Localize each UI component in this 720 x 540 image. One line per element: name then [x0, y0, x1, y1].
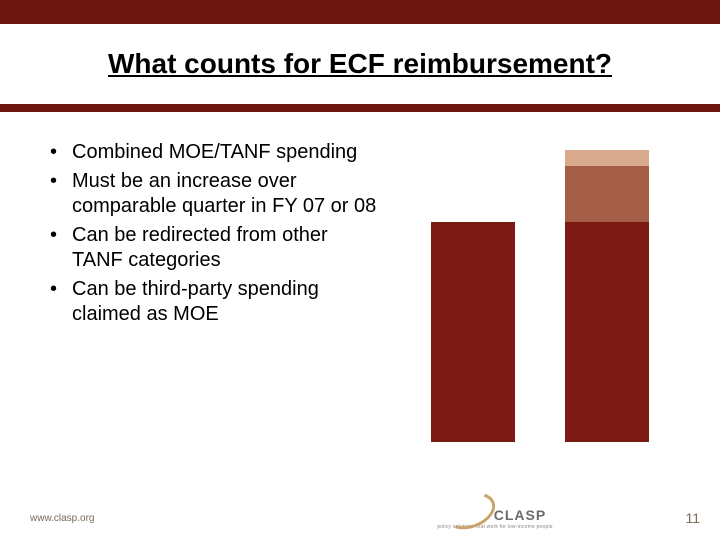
stacked-bar-chart	[400, 142, 680, 442]
logo-text: CLASP	[494, 507, 546, 523]
bullet-list: Combined MOE/TANF spending Must be an in…	[50, 140, 380, 442]
bar-segment	[565, 150, 649, 166]
slide: What counts for ECF reimbursement? Combi…	[0, 0, 720, 540]
list-item: Must be an increase over comparable quar…	[50, 169, 380, 219]
logo-row: CLASP	[444, 506, 546, 524]
chart-area	[400, 140, 680, 442]
slide-body: Combined MOE/TANF spending Must be an in…	[0, 112, 720, 442]
bar-segment	[565, 222, 649, 442]
list-item: Can be third-party spending claimed as M…	[50, 277, 380, 327]
bar	[431, 222, 515, 442]
list-item: Can be redirected from other TANF catego…	[50, 223, 380, 273]
slide-title: What counts for ECF reimbursement?	[108, 48, 612, 80]
footer-logo: CLASP policy solutions that work for low…	[330, 506, 660, 530]
footer-url: www.clasp.org	[30, 513, 330, 524]
bar	[565, 150, 649, 442]
footer: www.clasp.org CLASP policy solutions tha…	[0, 496, 720, 540]
swoosh-icon	[444, 506, 490, 524]
title-band: What counts for ECF reimbursement?	[0, 24, 720, 112]
bar-segment	[565, 166, 649, 222]
bar-segment	[431, 222, 515, 442]
slide-number: 11	[660, 510, 700, 526]
list-item: Combined MOE/TANF spending	[50, 140, 380, 165]
